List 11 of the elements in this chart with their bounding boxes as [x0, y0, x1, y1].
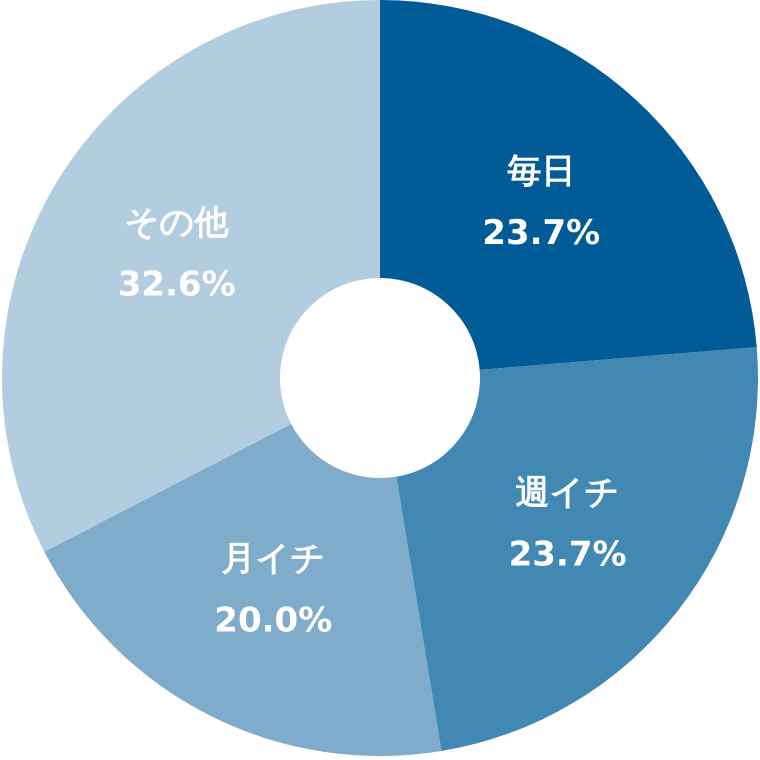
- donut-slice: [380, 0, 757, 370]
- donut-slice: [396, 347, 758, 751]
- data-label: 23.7%: [508, 534, 627, 574]
- donut-slice: [44, 424, 442, 756]
- data-label: 32.6%: [118, 264, 236, 304]
- slice-label: 週イチ: [516, 472, 620, 512]
- data-label: 20.0%: [214, 600, 332, 641]
- slice-label: 月イチ: [220, 538, 326, 579]
- slice-label: その他: [124, 202, 230, 242]
- data-label: 23.7%: [482, 212, 600, 253]
- slice-label: 毎日: [506, 150, 576, 191]
